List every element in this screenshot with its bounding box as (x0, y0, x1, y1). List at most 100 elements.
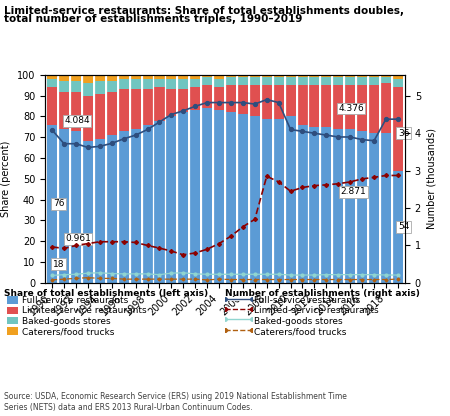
Bar (71, 92, 81, 131)
Bar (95, 75, 105, 81)
Text: 18: 18 (53, 260, 64, 269)
Bar (202, 108, 212, 283)
Text: 54: 54 (398, 222, 409, 231)
Bar (309, 85, 320, 127)
Bar (369, 85, 379, 133)
Bar (119, 89, 129, 131)
Text: Baked-goods stores: Baked-goods stores (254, 317, 343, 326)
Bar (154, 87, 165, 121)
Bar (107, 81, 117, 92)
Bar (297, 77, 307, 85)
Bar (178, 79, 189, 89)
Bar (238, 77, 248, 85)
Bar (226, 85, 236, 112)
Bar (238, 75, 248, 77)
Bar (321, 127, 331, 283)
Bar (214, 79, 224, 87)
Bar (119, 75, 129, 79)
Bar (261, 119, 272, 283)
Bar (309, 77, 320, 85)
Bar (250, 75, 260, 77)
Text: 4.084: 4.084 (64, 116, 90, 125)
Bar (250, 77, 260, 85)
Bar (71, 81, 81, 92)
Bar (143, 75, 153, 79)
Bar (333, 77, 343, 85)
Bar (166, 79, 176, 89)
Bar (285, 75, 296, 77)
Bar (83, 75, 93, 83)
Text: 0.961: 0.961 (65, 234, 91, 243)
Text: Full-service restaurants: Full-service restaurants (22, 296, 128, 305)
Bar (214, 75, 224, 79)
Text: Baked-goods stores: Baked-goods stores (22, 317, 110, 326)
Bar (297, 125, 307, 283)
Bar (154, 75, 165, 79)
Bar (130, 89, 141, 129)
Bar (238, 114, 248, 283)
Bar (274, 75, 284, 77)
Text: Limited-service restaurants: Share of total establishments doubles,: Limited-service restaurants: Share of to… (4, 6, 405, 16)
Bar (274, 119, 284, 283)
Bar (166, 89, 176, 116)
Bar (333, 85, 343, 129)
Bar (47, 75, 57, 79)
Bar (214, 87, 224, 110)
Bar (130, 129, 141, 283)
Text: 76: 76 (53, 199, 64, 208)
Bar (47, 79, 57, 87)
Text: 4.376: 4.376 (338, 104, 364, 113)
Text: Limited-service restaurants: Limited-service restaurants (22, 306, 146, 315)
Bar (95, 94, 105, 139)
Bar (83, 96, 93, 141)
Bar (154, 79, 165, 87)
Bar (226, 77, 236, 85)
Bar (381, 83, 391, 133)
Bar (83, 141, 93, 283)
Bar (321, 75, 331, 77)
Bar (333, 129, 343, 283)
Bar (297, 75, 307, 77)
Bar (345, 75, 355, 77)
Text: 2.871: 2.871 (341, 187, 366, 196)
Bar (59, 129, 69, 283)
Bar (166, 75, 176, 79)
Bar (238, 85, 248, 114)
Text: total number of establishments triples, 1990–2019: total number of establishments triples, … (4, 14, 303, 24)
Bar (107, 92, 117, 135)
Bar (250, 116, 260, 283)
Bar (178, 112, 189, 283)
Bar (285, 85, 296, 116)
Bar (190, 87, 200, 110)
Bar (119, 79, 129, 89)
Bar (357, 77, 367, 85)
Text: Source: USDA, Economic Research Service (ERS) using 2019 National Establishment : Source: USDA, Economic Research Service … (4, 392, 347, 412)
Bar (95, 139, 105, 283)
Bar (357, 131, 367, 283)
Bar (381, 77, 391, 83)
Bar (309, 127, 320, 283)
Bar (190, 110, 200, 283)
Bar (107, 135, 117, 283)
Bar (250, 85, 260, 116)
Bar (130, 79, 141, 89)
Bar (393, 75, 403, 79)
Bar (95, 81, 105, 94)
Bar (214, 110, 224, 283)
Bar (59, 81, 69, 92)
Bar (178, 75, 189, 79)
Bar (202, 77, 212, 85)
Bar (393, 87, 403, 171)
Bar (202, 85, 212, 108)
Y-axis label: Share (percent): Share (percent) (1, 141, 11, 217)
Text: Caterers/food trucks: Caterers/food trucks (254, 327, 346, 336)
Bar (357, 75, 367, 77)
Bar (345, 129, 355, 283)
Bar (333, 75, 343, 77)
Text: Number of establishments (right axis): Number of establishments (right axis) (225, 289, 420, 298)
Bar (143, 125, 153, 283)
Bar (143, 79, 153, 89)
Bar (369, 77, 379, 85)
Bar (381, 133, 391, 283)
Bar (190, 79, 200, 87)
